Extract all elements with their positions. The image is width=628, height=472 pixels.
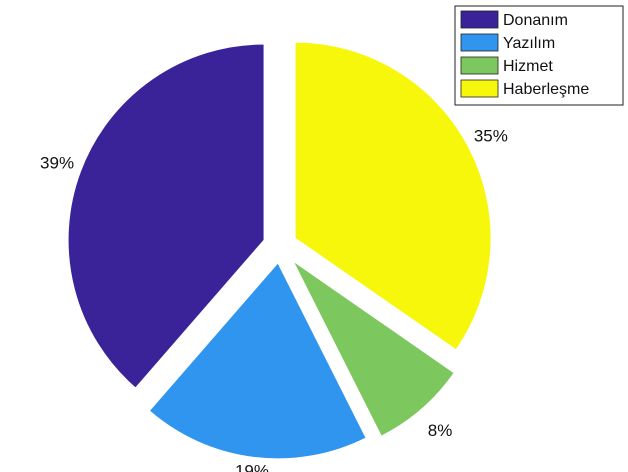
legend-swatch-2 <box>460 56 499 75</box>
legend-label-1: Yazılım <box>503 35 555 52</box>
legend-swatch-1 <box>460 33 499 52</box>
pie-slices <box>67 41 492 460</box>
pie-slice-2 <box>292 260 455 437</box>
legend-swatch-0 <box>460 10 499 29</box>
pie-labels: 39% 19% 8% 35% <box>40 127 508 472</box>
slice-label-1: 19% <box>235 461 269 472</box>
pie-slice-1 <box>148 261 367 460</box>
pie-slice-3 <box>294 41 492 351</box>
legend-label-0: Donanım <box>503 12 568 29</box>
pie-slice-0 <box>67 43 265 389</box>
legend-swatch-3 <box>460 79 499 98</box>
legend-label-2: Hizmet <box>503 58 553 75</box>
slice-label-0: 39% <box>40 154 74 173</box>
slice-label-2: 8% <box>428 421 453 440</box>
legend: Donanım Yazılım Hizmet Haberleşme <box>454 5 624 106</box>
slice-label-3: 35% <box>474 127 508 146</box>
legend-label-3: Haberleşme <box>503 81 589 98</box>
